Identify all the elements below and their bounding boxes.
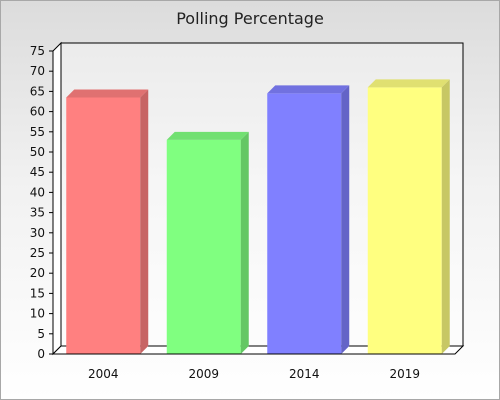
y-tick-label: 20: [30, 266, 45, 280]
bar: [166, 139, 241, 354]
y-tick-label: 35: [30, 206, 45, 220]
x-tick-label: 2009: [188, 367, 219, 381]
plot-area: 0 5 10 15 20 25 30 35 40 45 50 55 60 65 70 75 2004 2009 20…: [30, 41, 465, 381]
y-tick-label: 75: [30, 44, 45, 58]
y-tick-label: 40: [30, 185, 45, 199]
bar-side: [140, 89, 149, 355]
bar: [267, 93, 342, 355]
y-tick-label: 15: [30, 286, 45, 300]
y-tick-label: 70: [30, 64, 45, 78]
y-tick-label: 65: [30, 84, 45, 98]
bar-top: [267, 85, 350, 94]
bar-side: [441, 79, 450, 355]
y-tick-label: 55: [30, 125, 45, 139]
y-tick-label: 50: [30, 145, 45, 159]
y-tick-label: 25: [30, 246, 45, 260]
left-wall: [52, 41, 62, 356]
y-tick-label: 30: [30, 226, 45, 240]
bar-side: [240, 131, 249, 354]
y-tick-label: 60: [30, 105, 45, 119]
x-tick-label: 2019: [389, 367, 420, 381]
x-tick-label: 2014: [289, 367, 320, 381]
x-tick-label: 2004: [88, 367, 119, 381]
bar-top: [166, 131, 249, 140]
bar-top: [367, 79, 450, 88]
y-tick-label: 5: [37, 327, 45, 341]
y-tick-label: 10: [30, 307, 45, 321]
chart-title: Polling Percentage: [176, 9, 324, 28]
bar-top: [66, 89, 149, 98]
bar-side: [341, 85, 350, 355]
y-tick-label: 0: [37, 347, 45, 361]
bar: [367, 87, 442, 355]
y-tick-label: 45: [30, 165, 45, 179]
bar: [66, 97, 141, 355]
